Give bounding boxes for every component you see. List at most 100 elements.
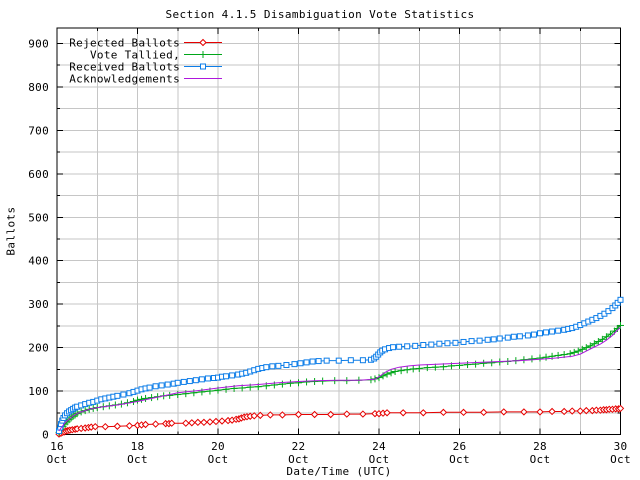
square-marker — [420, 342, 427, 349]
diamond-marker — [343, 410, 351, 418]
diamond-marker — [520, 408, 528, 416]
diamond-marker — [310, 410, 319, 419]
x-tick-label-day: 30 — [614, 440, 628, 453]
square-marker — [283, 361, 290, 368]
diamond-marker — [326, 410, 335, 419]
series-received-ballots — [56, 296, 624, 435]
square-marker — [152, 383, 159, 390]
x-tick-label-day: 26 — [453, 440, 467, 453]
y-tick-label: 500 — [28, 211, 49, 224]
series-line-acknowledgements — [58, 326, 621, 432]
series-rejected-ballots — [55, 404, 625, 438]
y-tick-label: 200 — [28, 342, 49, 355]
diamond-marker — [294, 410, 303, 419]
square-marker — [120, 391, 127, 398]
square-marker — [537, 330, 543, 337]
square-marker — [543, 329, 550, 336]
square-marker — [605, 308, 612, 315]
diamond-marker — [199, 38, 207, 47]
square-marker — [476, 337, 483, 344]
y-tick-label: 400 — [28, 255, 49, 268]
y-tick-label: 600 — [28, 168, 49, 181]
x-tick-label-day: 24 — [372, 440, 386, 453]
square-marker — [200, 63, 206, 70]
series-vote-tallied — [55, 321, 624, 436]
diamond-marker — [101, 422, 110, 431]
square-marker — [396, 343, 403, 350]
square-marker — [192, 377, 199, 384]
square-marker — [490, 336, 497, 343]
square-marker — [460, 338, 467, 345]
square-marker — [452, 339, 459, 346]
square-marker — [524, 332, 531, 339]
diamond-marker — [168, 419, 176, 427]
square-marker — [617, 296, 624, 303]
diamond-marker — [125, 422, 134, 430]
diamond-marker — [500, 408, 508, 416]
x-tick-label-day: 18 — [131, 440, 145, 453]
diamond-marker — [200, 418, 208, 427]
series-line-vote-tallied — [58, 325, 621, 433]
x-tick-label-day: 20 — [211, 440, 225, 453]
grid-lines — [57, 28, 621, 435]
diamond-marker — [188, 419, 196, 427]
diamond-marker — [182, 419, 190, 427]
diamond-marker — [266, 411, 275, 419]
square-marker — [269, 363, 276, 370]
square-marker — [158, 382, 165, 389]
diamond-marker — [536, 408, 544, 416]
square-marker — [198, 376, 205, 383]
square-marker — [347, 357, 354, 364]
diamond-marker — [278, 411, 287, 419]
x-tick-label-month: Oct — [369, 453, 390, 466]
square-marker — [223, 373, 230, 380]
y-tick-labels: 0 100 200 300 400 500 600 700 800 900 — [28, 38, 49, 442]
square-marker — [504, 334, 511, 341]
square-marker — [297, 360, 304, 367]
square-marker — [303, 359, 310, 366]
diamond-marker — [568, 407, 576, 415]
y-tick-label: 0 — [42, 429, 49, 442]
x-tick-label-month: Oct — [449, 453, 470, 466]
square-marker — [291, 361, 298, 368]
x-tick-label-month: Oct — [288, 453, 309, 466]
square-marker — [315, 358, 322, 365]
x-tick-label-month: Oct — [610, 453, 631, 466]
diamond-marker — [141, 420, 150, 429]
y-tick-label: 100 — [28, 385, 49, 398]
square-marker — [323, 357, 330, 364]
x-tick-label-month: Oct — [47, 453, 68, 466]
legend-label-3: Acknowledgements — [69, 73, 180, 86]
square-marker — [263, 364, 270, 371]
y-axis-title: Ballots — [4, 206, 18, 256]
y-tick-label: 900 — [28, 38, 49, 51]
diamond-marker — [218, 417, 226, 425]
x-tick-label-day: 28 — [533, 440, 547, 453]
square-marker — [146, 384, 153, 391]
diamond-marker — [91, 422, 99, 431]
square-marker — [164, 381, 171, 388]
y-tick-label: 700 — [28, 124, 49, 137]
square-marker — [530, 331, 537, 338]
chart-title: Section 4.1.5 Disambiguation Vote Statis… — [165, 8, 475, 21]
square-marker — [549, 328, 556, 335]
x-axis-title: Date/Time (UTC) — [286, 465, 392, 478]
square-marker — [412, 342, 419, 349]
y-tick-label: 300 — [28, 298, 49, 311]
square-marker — [180, 378, 187, 385]
diamond-marker — [194, 418, 202, 427]
diamond-marker — [359, 410, 367, 418]
x-tick-label-month: Oct — [208, 453, 229, 466]
series-line-received-ballots — [58, 299, 621, 432]
diamond-marker — [383, 409, 391, 417]
square-marker — [359, 357, 366, 364]
square-marker — [428, 341, 435, 348]
square-marker — [468, 338, 475, 345]
diamond-marker — [151, 420, 160, 428]
square-marker — [275, 362, 282, 369]
square-marker — [484, 336, 491, 343]
square-marker — [390, 344, 397, 351]
